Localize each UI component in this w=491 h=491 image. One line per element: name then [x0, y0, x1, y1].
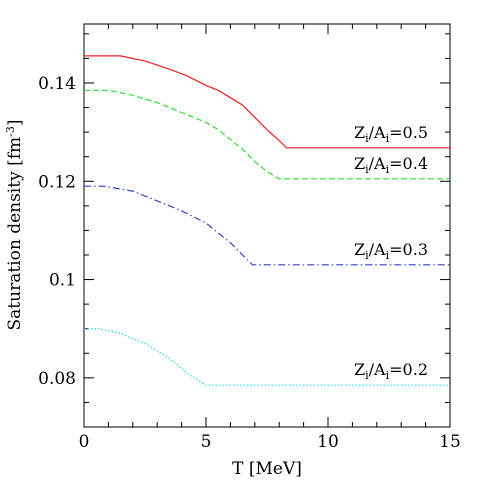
plot-frame [83, 23, 451, 428]
y-axis-label-main: Saturation density [fm [5, 137, 25, 331]
series-line-4 [84, 328, 450, 386]
ticks-layer: 0 5 10 15 0.08 0.1 0.12 0.14 [38, 24, 461, 452]
x-axis-label: T [MeV] [232, 459, 302, 479]
series-line-2 [84, 89, 450, 180]
series-annotation-2: Zi/Ai=0.4 [354, 154, 428, 176]
series-annotation-4: Zi/Ai=0.2 [354, 360, 428, 382]
series-line-3 [84, 185, 450, 266]
series-layer [84, 55, 450, 386]
x-tick-label: 5 [201, 432, 212, 452]
x-tick-label: 10 [317, 432, 339, 452]
series-line-1 [84, 55, 450, 149]
y-tick-label: 0.12 [38, 172, 76, 192]
y-tick-label: 0.08 [38, 369, 76, 389]
y-tick-label: 0.1 [49, 271, 76, 291]
series-annotation-1: Zi/Ai=0.5 [354, 123, 428, 145]
series-annotation-3: Zi/Ai=0.3 [354, 240, 428, 262]
annotation-layer: Zi/Ai=0.5 Zi/Ai=0.4 Zi/Ai=0.3 Zi/Ai=0.2 [354, 123, 428, 382]
y-axis-label-sup: -3 [4, 126, 17, 137]
y-axis-label: Saturation density [fm-3] [4, 120, 25, 331]
y-tick-label: 0.14 [38, 74, 76, 94]
x-tick-label: 0 [79, 432, 90, 452]
x-tick-label: 15 [439, 432, 461, 452]
y-axis-label-close: ] [5, 120, 25, 127]
